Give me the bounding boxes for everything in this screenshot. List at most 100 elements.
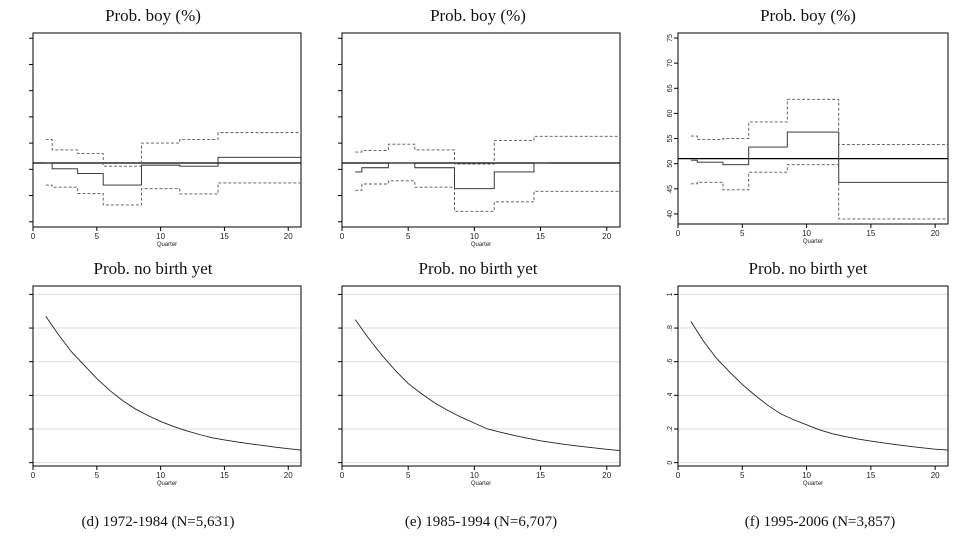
y-tick-label: 1 bbox=[336, 292, 338, 296]
y-tick-label: 65 bbox=[28, 87, 29, 95]
y-tick-label: 40 bbox=[667, 210, 674, 218]
y-tick-label: .6 bbox=[667, 359, 674, 365]
x-tick-label: 5 bbox=[740, 471, 745, 480]
x-tick-label: 20 bbox=[931, 229, 940, 238]
x-tick-label: 0 bbox=[676, 471, 681, 480]
x-tick-label: 10 bbox=[156, 471, 165, 480]
y-tick-label: .2 bbox=[336, 426, 338, 432]
y-tick-label: 50 bbox=[667, 160, 674, 168]
x-tick-label: 0 bbox=[31, 471, 36, 480]
y-tick-label: 55 bbox=[336, 139, 338, 147]
y-tick-label: 65 bbox=[336, 87, 338, 95]
x-tick-label: 10 bbox=[802, 471, 811, 480]
y-tick-label: 60 bbox=[28, 113, 29, 121]
series-line-estimate bbox=[45, 156, 301, 186]
y-tick-label: 60 bbox=[336, 113, 338, 121]
y-tick-label: 55 bbox=[667, 135, 674, 143]
series-line-upper bbox=[690, 98, 948, 146]
plot-frame bbox=[32, 32, 302, 228]
panel-title-bottom-3: Prob. no birth yet bbox=[748, 259, 868, 278]
y-tick-label: .8 bbox=[336, 325, 338, 331]
y-tick-label: 75 bbox=[336, 34, 338, 42]
y-tick-label: .8 bbox=[28, 325, 29, 331]
y-tick-label: 70 bbox=[28, 60, 29, 68]
series-line-survival bbox=[354, 319, 621, 451]
x-tick-label: 15 bbox=[220, 471, 229, 480]
y-tick-label: .4 bbox=[336, 392, 338, 398]
chart-prob-boy-1972-1984: 40 45 50 55 60 65 70 75 0 5 10 15 20 Quarter bbox=[28, 32, 302, 248]
x-tick-label: 0 bbox=[340, 232, 345, 241]
panel-title-top-2: Prob. boy (%) bbox=[430, 6, 526, 25]
x-axis-label: Quarter bbox=[471, 242, 491, 248]
y-tick-label: 70 bbox=[336, 60, 338, 68]
x-axis-label: Quarter bbox=[471, 481, 491, 487]
x-tick-label: 20 bbox=[284, 471, 293, 480]
x-tick-label: 20 bbox=[284, 232, 293, 241]
x-tick-label: 15 bbox=[536, 232, 545, 241]
y-tick-label: 75 bbox=[667, 34, 674, 42]
series-line-survival bbox=[690, 321, 949, 451]
x-tick-label: 15 bbox=[536, 471, 545, 480]
plot-frame bbox=[677, 285, 949, 467]
y-tick-label: 40 bbox=[336, 218, 338, 226]
plot-frame bbox=[32, 285, 302, 467]
x-tick-label: 5 bbox=[406, 232, 411, 241]
x-tick-label: 10 bbox=[470, 471, 479, 480]
y-tick-label: 75 bbox=[28, 34, 29, 42]
y-tick-label: 1 bbox=[667, 292, 674, 296]
plot-frame bbox=[341, 32, 621, 228]
y-tick-label: .4 bbox=[28, 392, 29, 398]
x-tick-label: 5 bbox=[95, 232, 100, 241]
x-tick-label: 5 bbox=[95, 471, 100, 480]
series-line-estimate bbox=[355, 162, 548, 190]
y-tick-label: .8 bbox=[667, 325, 674, 331]
x-tick-label: 20 bbox=[602, 471, 611, 480]
caption-1995-2006: (f) 1995-2006 (N=3,857) bbox=[744, 514, 896, 530]
y-tick-label: 40 bbox=[28, 218, 29, 226]
y-tick-label: 0 bbox=[667, 461, 674, 465]
y-tick-label: .6 bbox=[336, 359, 338, 365]
x-tick-label: 0 bbox=[676, 229, 681, 238]
y-tick-label: 0 bbox=[28, 461, 29, 465]
y-tick-label: 60 bbox=[667, 109, 674, 117]
y-tick-label: 50 bbox=[336, 165, 338, 173]
y-tick-label: 70 bbox=[667, 59, 674, 67]
y-tick-label: 50 bbox=[28, 165, 29, 173]
x-tick-label: 10 bbox=[802, 229, 811, 238]
x-axis-label: Quarter bbox=[803, 239, 823, 245]
x-tick-label: 15 bbox=[866, 229, 875, 238]
y-tick-label: .6 bbox=[28, 359, 29, 365]
x-tick-label: 5 bbox=[406, 471, 411, 480]
series-line-upper bbox=[45, 132, 301, 167]
x-tick-label: 0 bbox=[31, 232, 36, 241]
panel-title-bottom-2: Prob. no birth yet bbox=[418, 259, 538, 278]
series-line-lower bbox=[355, 180, 620, 212]
chart-prob-boy-1995-2006: 40 45 50 55 60 65 70 75 0 5 10 15 20 Quarter bbox=[667, 32, 949, 245]
panel-title-top-3: Prob. boy (%) bbox=[760, 6, 856, 25]
x-tick-label: 0 bbox=[340, 471, 345, 480]
caption-1985-1994: (e) 1985-1994 (N=6,707) bbox=[404, 514, 558, 530]
series-line-lower bbox=[45, 182, 301, 206]
y-tick-label: 55 bbox=[28, 139, 29, 147]
x-tick-label: 5 bbox=[740, 229, 745, 238]
x-axis-label: Quarter bbox=[157, 481, 177, 487]
y-tick-label: .2 bbox=[28, 426, 29, 432]
plot-frame bbox=[677, 32, 949, 225]
y-tick-label: .2 bbox=[667, 426, 674, 432]
y-tick-label: 0 bbox=[336, 461, 338, 465]
x-tick-label: 15 bbox=[220, 232, 229, 241]
panel-title-top-1: Prob. boy (%) bbox=[105, 6, 201, 25]
series-line-survival bbox=[45, 316, 302, 451]
x-tick-label: 10 bbox=[156, 232, 165, 241]
y-tick-label: 65 bbox=[667, 84, 674, 92]
x-tick-label: 15 bbox=[866, 471, 875, 480]
x-axis-label: Quarter bbox=[803, 481, 823, 487]
caption-1972-1984: (d) 1972-1984 (N=5,631) bbox=[81, 514, 235, 530]
chart-prob-boy-1985-1994: 40 45 50 55 60 65 70 75 0 5 10 15 20 Quarter bbox=[336, 32, 621, 248]
series-line-estimate bbox=[690, 131, 948, 183]
x-axis-label: Quarter bbox=[157, 242, 177, 248]
x-tick-label: 20 bbox=[602, 232, 611, 241]
y-tick-label: 1 bbox=[28, 292, 29, 296]
panel-title-bottom-1: Prob. no birth yet bbox=[93, 259, 213, 278]
